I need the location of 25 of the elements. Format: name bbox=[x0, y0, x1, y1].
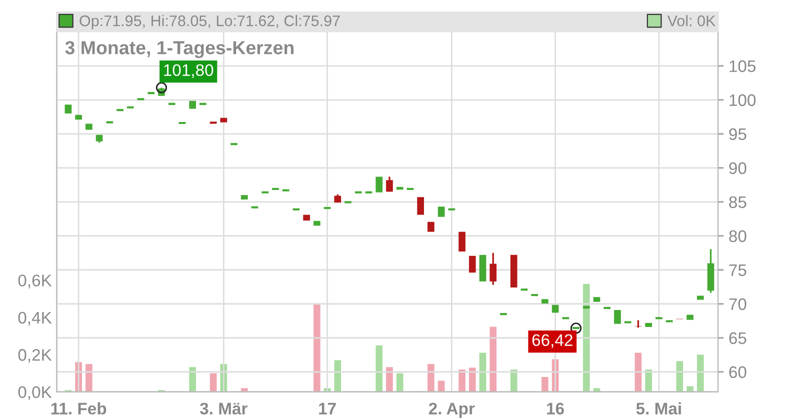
y2-tick-label: 0,2K bbox=[18, 349, 52, 363]
y-tick-label: 100 bbox=[730, 94, 756, 106]
y-tick-label: 80 bbox=[729, 230, 746, 242]
y2-tick-label: 0,6K bbox=[18, 274, 52, 288]
x-tick-label: 2. Apr bbox=[428, 402, 475, 418]
y2-tick-label: 0,0K bbox=[18, 386, 52, 400]
y-tick-label: 70 bbox=[729, 298, 746, 310]
annotation: 101,80 bbox=[164, 64, 214, 78]
x-tick-label: 11. Feb bbox=[51, 402, 106, 415]
x-tick-label: 5. Mai bbox=[636, 402, 681, 415]
y-tick-label: 85 bbox=[729, 196, 746, 208]
x-tick-label: 17 bbox=[319, 402, 336, 414]
x-tick-label: 3. Mär bbox=[200, 402, 248, 415]
y-tick-label: 65 bbox=[729, 332, 746, 344]
y-tick-label: 60 bbox=[729, 366, 746, 378]
annotation: 66,42 bbox=[532, 334, 572, 348]
x-tick-label: 16 bbox=[547, 402, 564, 415]
y-tick-label: 105 bbox=[730, 60, 756, 72]
y-tick-label: 75 bbox=[729, 264, 746, 276]
legend-label: Vol: 0K bbox=[667, 15, 716, 26]
y-tick-label: 90 bbox=[729, 162, 746, 174]
y2-tick-label: 0,4K bbox=[18, 312, 52, 326]
y-tick-label: 95 bbox=[729, 128, 746, 140]
text: 3 Monate, 1-Tages-Kerzen bbox=[65, 41, 294, 58]
legend-label: Op:71.95, Hi:78.05, Lo:71.62, Cl:75.97 bbox=[80, 15, 340, 30]
